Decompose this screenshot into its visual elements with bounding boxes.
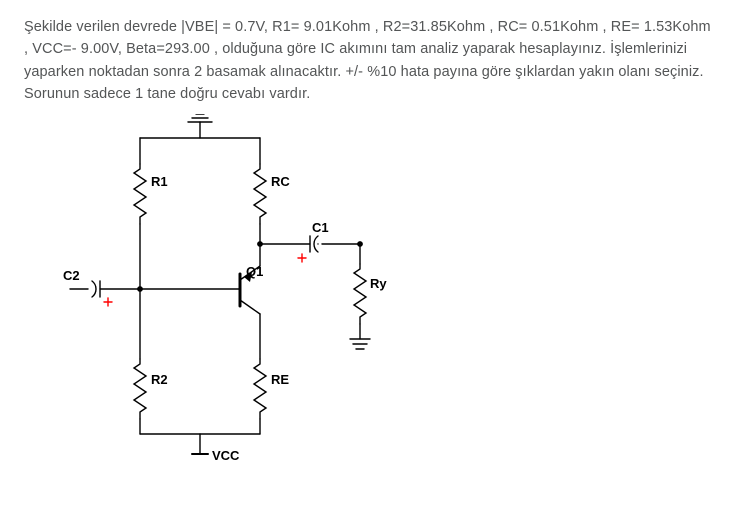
label-c1: C1: [312, 220, 329, 235]
question-text: Şekilde verilen devrede |VBE| = 0.7V, R1…: [0, 0, 738, 114]
label-ry: Ry: [370, 276, 387, 291]
label-r1: R1: [151, 174, 168, 189]
label-re: RE: [271, 372, 289, 387]
label-vcc: VCC: [212, 448, 239, 463]
circuit-diagram: R1 RC C1 Ry Q1 C2 R2 RE VCC: [40, 114, 440, 474]
label-rc: RC: [271, 174, 290, 189]
label-r2: R2: [151, 372, 168, 387]
label-c2: C2: [63, 268, 80, 283]
label-q1: Q1: [246, 264, 263, 279]
